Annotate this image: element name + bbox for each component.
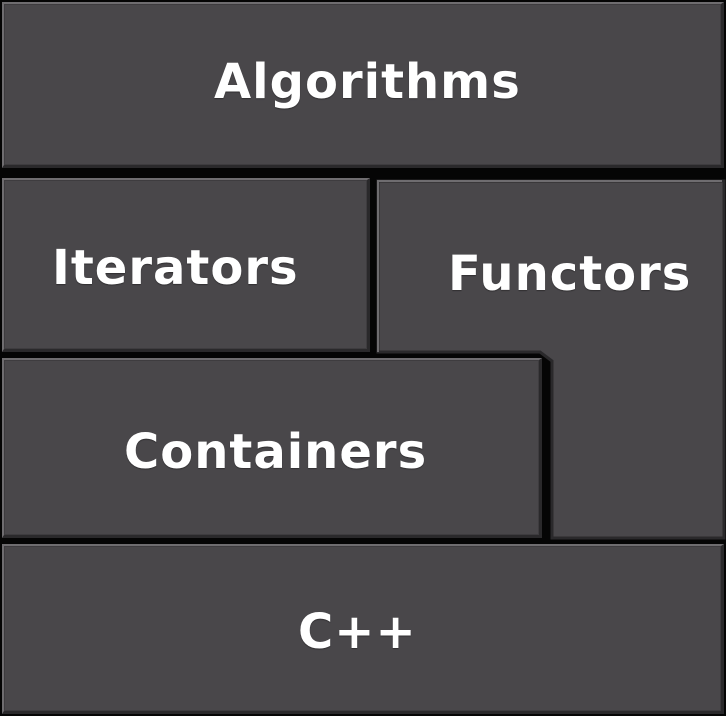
algorithms-block	[2, 2, 724, 168]
cpp-base-block	[2, 544, 724, 714]
iterators-label: Iterators	[52, 240, 299, 296]
algorithms-label: Algorithms	[214, 54, 521, 110]
functors-label: Functors	[448, 246, 692, 302]
iterators-block	[2, 178, 370, 352]
containers-label: Containers	[124, 424, 428, 480]
functors-block-highlight	[377, 180, 722, 352]
containers-block	[2, 358, 542, 538]
cpp-label: C++	[298, 604, 417, 660]
functors-block	[376, 179, 726, 540]
